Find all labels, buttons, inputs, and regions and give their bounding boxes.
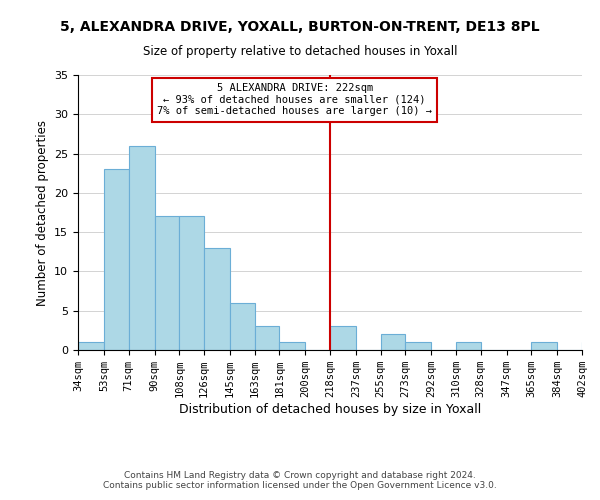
Bar [204, 248, 230, 350]
Bar [155, 216, 179, 350]
Text: Contains HM Land Registry data © Crown copyright and database right 2024.
Contai: Contains HM Land Registry data © Crown c… [103, 470, 497, 490]
Bar [330, 326, 356, 350]
Text: 5, ALEXANDRA DRIVE, YOXALL, BURTON-ON-TRENT, DE13 8PL: 5, ALEXANDRA DRIVE, YOXALL, BURTON-ON-TR… [60, 20, 540, 34]
Text: Size of property relative to detached houses in Yoxall: Size of property relative to detached ho… [143, 45, 457, 58]
Bar [406, 342, 431, 350]
Bar [456, 342, 481, 350]
Bar [582, 342, 600, 350]
Bar [532, 342, 557, 350]
Bar [128, 146, 155, 350]
X-axis label: Distribution of detached houses by size in Yoxall: Distribution of detached houses by size … [179, 403, 481, 416]
Y-axis label: Number of detached properties: Number of detached properties [35, 120, 49, 306]
Text: 5 ALEXANDRA DRIVE: 222sqm
← 93% of detached houses are smaller (124)
7% of semi-: 5 ALEXANDRA DRIVE: 222sqm ← 93% of detac… [157, 83, 432, 116]
Bar [380, 334, 406, 350]
Bar [179, 216, 204, 350]
Bar [280, 342, 305, 350]
Bar [230, 303, 254, 350]
Bar [104, 170, 128, 350]
Bar [254, 326, 280, 350]
Bar [78, 342, 104, 350]
